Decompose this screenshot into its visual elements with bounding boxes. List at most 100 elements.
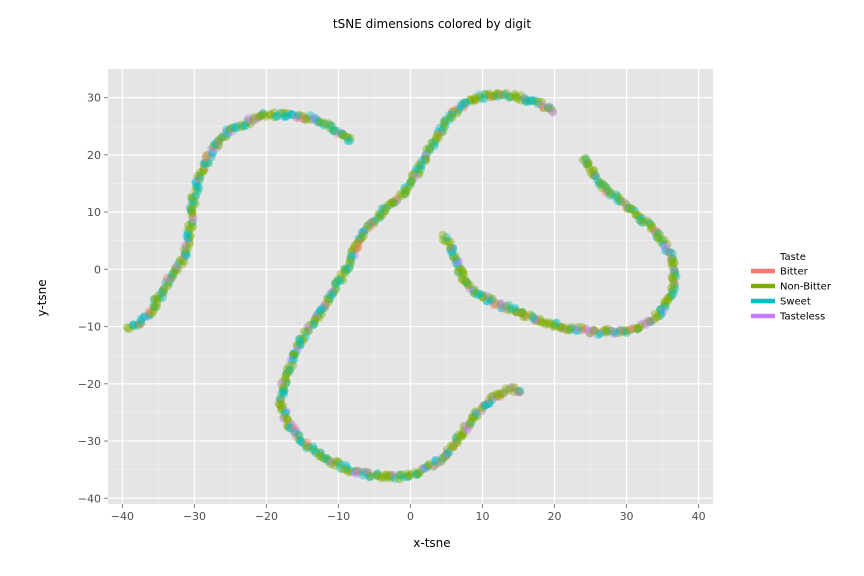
scatter-point	[274, 399, 284, 409]
scatter-point	[520, 94, 529, 103]
scatter-point	[497, 299, 506, 309]
scatter-point	[431, 136, 440, 145]
scatter-point	[473, 411, 483, 421]
scatter-point	[661, 242, 670, 251]
scatter-point	[381, 206, 390, 216]
scatter-point	[192, 181, 202, 190]
scatter-point	[446, 246, 455, 256]
scatter-point	[173, 265, 182, 275]
scatter-point	[191, 177, 200, 187]
scatter-point	[275, 400, 285, 410]
scatter-point	[191, 199, 200, 208]
scatter-point	[670, 266, 680, 276]
scatter-point	[182, 231, 192, 241]
scatter-point	[270, 108, 279, 117]
scatter-point	[630, 206, 640, 216]
scatter-point	[342, 463, 352, 472]
scatter-point	[669, 279, 678, 288]
scatter-point	[204, 158, 213, 168]
scatter-point	[213, 136, 223, 145]
scatter-point	[663, 293, 673, 303]
scatter-point	[433, 130, 442, 140]
scatter-point	[656, 304, 666, 314]
scatter-point	[515, 386, 525, 396]
scatter-point	[505, 92, 515, 101]
scatter-point	[472, 290, 482, 300]
scatter-point	[633, 324, 643, 333]
scatter-point	[284, 367, 294, 376]
scatter-point	[180, 240, 190, 250]
scatter-point	[501, 384, 511, 394]
scatter-point	[638, 218, 647, 227]
scatter-point	[487, 395, 497, 405]
legend-title: Taste	[779, 252, 806, 263]
scatter-point	[381, 203, 391, 213]
scatter-point	[514, 386, 523, 396]
scatter-point	[422, 463, 431, 473]
scatter-point	[333, 129, 343, 138]
scatter-point	[241, 121, 250, 130]
scatter-point	[345, 465, 354, 475]
scatter-point	[595, 178, 605, 188]
scatter-point	[136, 314, 146, 324]
scatter-point	[353, 466, 363, 476]
scatter-point	[324, 456, 333, 466]
scatter-point	[431, 133, 441, 142]
scatter-point	[279, 390, 289, 399]
scatter-point	[591, 171, 600, 181]
scatter-point	[280, 374, 290, 384]
y-axis-label: y-tsne	[35, 279, 49, 316]
scatter-point	[480, 400, 489, 410]
scatter-point	[448, 243, 458, 253]
scatter-point	[370, 216, 380, 225]
scatter-point	[451, 255, 461, 264]
scatter-point	[611, 193, 621, 202]
scatter-point	[595, 329, 605, 338]
scatter-point	[223, 129, 233, 139]
scatter-point	[336, 460, 345, 469]
scatter-point	[667, 259, 676, 268]
scatter-point	[461, 98, 471, 108]
scatter-point	[615, 326, 625, 336]
scatter-point	[214, 141, 224, 150]
scatter-point	[283, 420, 292, 430]
scatter-point	[133, 321, 142, 330]
scatter-point	[468, 413, 478, 423]
scatter-point	[478, 291, 487, 300]
scatter-point	[663, 296, 673, 306]
scatter-point	[290, 350, 299, 360]
scatter-point	[376, 209, 385, 218]
scatter-point	[329, 287, 339, 297]
scatter-point	[309, 114, 318, 123]
scatter-point	[128, 320, 138, 329]
scatter-point	[667, 255, 676, 265]
scatter-point	[627, 324, 636, 334]
scatter-point	[295, 341, 305, 350]
scatter-point	[183, 245, 192, 254]
scatter-point	[181, 249, 190, 259]
scatter-point	[484, 292, 494, 302]
scatter-point	[478, 402, 488, 412]
scatter-point	[465, 420, 475, 430]
scatter-point	[149, 302, 159, 312]
scatter-point	[454, 104, 464, 114]
scatter-point	[289, 349, 298, 358]
scatter-point	[203, 158, 213, 168]
scatter-point	[150, 302, 160, 312]
scatter-point	[421, 156, 431, 165]
scatter-point	[522, 312, 531, 322]
x-tick-label: −20	[255, 510, 278, 523]
scatter-point	[612, 190, 621, 199]
scatter-point	[280, 112, 289, 121]
scatter-point	[454, 262, 463, 272]
scatter-point	[469, 288, 479, 298]
grid-major	[108, 69, 713, 504]
scatter-point	[244, 114, 253, 123]
scatter-point	[358, 228, 367, 238]
scatter-point	[329, 126, 339, 136]
scatter-point	[528, 311, 537, 321]
scatter-point	[336, 464, 345, 473]
scatter-point	[254, 113, 264, 122]
scatter-point	[412, 469, 422, 479]
scatter-point	[354, 238, 364, 247]
